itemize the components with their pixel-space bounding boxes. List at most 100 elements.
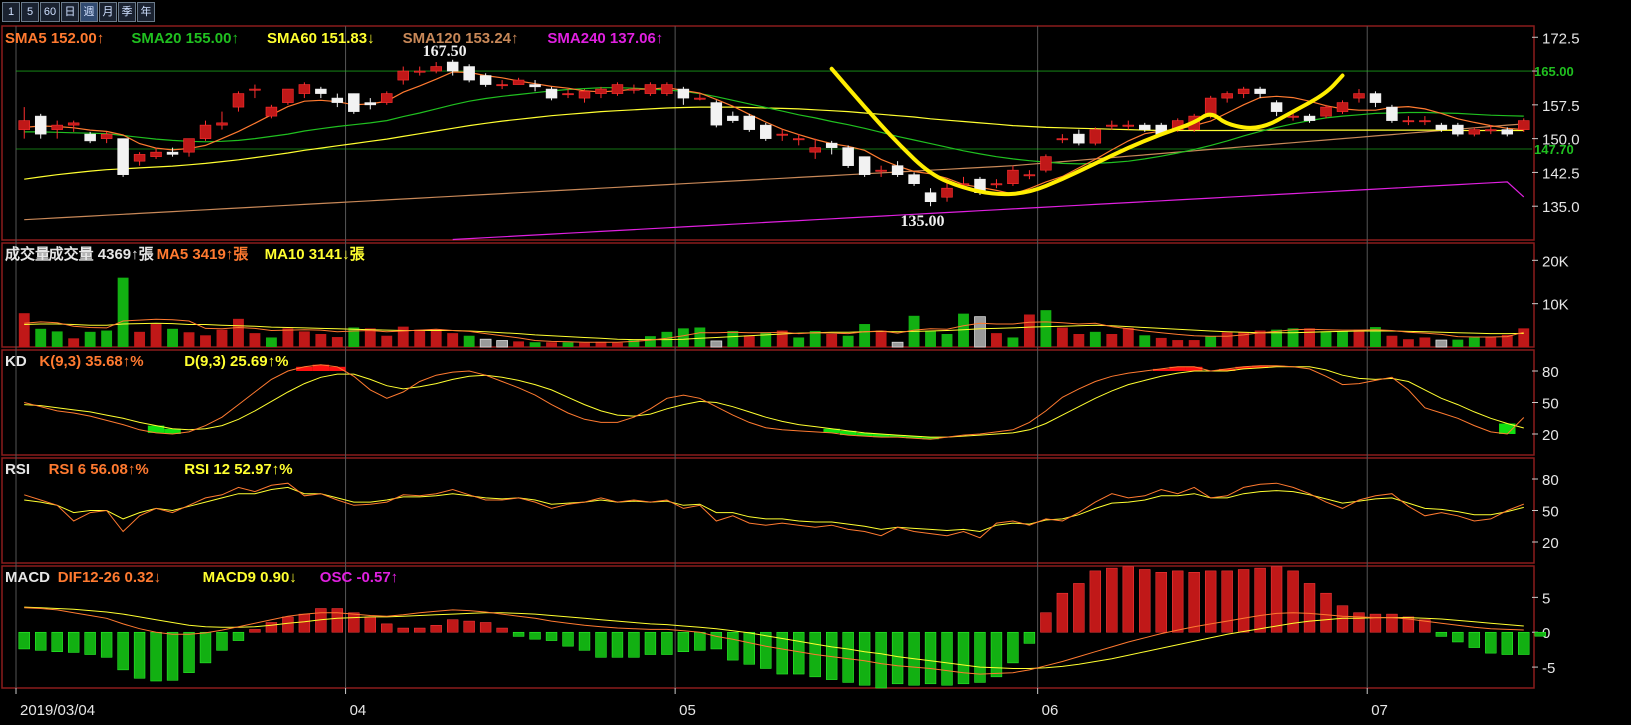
- volume-bar: [562, 342, 574, 347]
- volume-bar: [1221, 332, 1233, 347]
- candle: [446, 61, 459, 72]
- volume-ma10-line: [24, 322, 1524, 341]
- osc-bar: [760, 631, 772, 669]
- candle: [1089, 129, 1102, 144]
- osc-bar: [199, 631, 212, 664]
- candle: [529, 84, 541, 88]
- period-week-button[interactable]: 週: [80, 2, 98, 22]
- x-axis-label: 06: [1042, 702, 1059, 719]
- kd-oversold-fill: [872, 434, 890, 438]
- candle: [117, 138, 129, 175]
- rsi-axis-label: 80: [1542, 472, 1559, 489]
- volume-bar: [1238, 332, 1250, 347]
- volume-bar: [1155, 337, 1167, 347]
- period-1min-button[interactable]: 1: [2, 2, 20, 22]
- candle: [1303, 115, 1316, 121]
- candle: [578, 91, 591, 99]
- volume-bar: [644, 336, 656, 347]
- volume-bar: [1435, 339, 1448, 348]
- candle: [842, 147, 854, 166]
- osc-bar: [1106, 567, 1118, 633]
- volume-bar: [233, 318, 244, 347]
- volume-bar: [1518, 328, 1530, 347]
- period-season-button[interactable]: 季: [118, 2, 136, 22]
- volume-bar: [430, 329, 442, 347]
- osc-bar: [710, 631, 723, 650]
- volume-legend-item: 成交量: [5, 245, 50, 263]
- kd-axis-label: 20: [1542, 427, 1559, 444]
- volume-bar: [1419, 337, 1431, 347]
- candle: [1287, 115, 1299, 118]
- price-legend-item: SMA20 155.00↑: [131, 30, 239, 47]
- volume-bar: [842, 335, 854, 347]
- kd-overbought-fill: [1235, 366, 1252, 369]
- candle: [216, 122, 228, 126]
- kd-oversold-fill: [147, 425, 165, 433]
- kd-oversold-fill: [889, 435, 906, 438]
- volume-bar: [1468, 337, 1480, 347]
- osc-bar: [941, 631, 953, 686]
- candle: [282, 88, 294, 103]
- volume-bar: [1139, 335, 1151, 347]
- volume-bar: [974, 316, 986, 348]
- volume-bar: [776, 330, 788, 347]
- candle: [84, 133, 96, 142]
- candle: [1073, 133, 1085, 144]
- osc-bar: [562, 631, 574, 647]
- kd-overbought-fill: [1169, 366, 1186, 371]
- price-reference-label: 147.70: [1534, 142, 1574, 157]
- volume-bar: [381, 335, 393, 347]
- volume-bar: [546, 342, 557, 347]
- candle: [1419, 120, 1431, 123]
- osc-bar: [924, 631, 937, 685]
- volume-bar: [1089, 331, 1101, 347]
- candle: [644, 84, 657, 94]
- rsi-axis-label: 50: [1542, 504, 1559, 521]
- volume-bar: [167, 328, 178, 347]
- osc-bar: [1485, 631, 1497, 654]
- rsi12-line: [24, 486, 1524, 533]
- osc-bar: [1155, 572, 1167, 633]
- candle: [1468, 129, 1481, 135]
- volume-bar: [595, 341, 607, 347]
- candle: [1237, 88, 1250, 94]
- osc-bar: [1204, 570, 1217, 633]
- candle: [1023, 174, 1036, 177]
- osc-bar: [35, 631, 47, 651]
- volume-bar: [1452, 339, 1464, 347]
- osc-bar: [677, 631, 690, 652]
- osc-bar: [265, 622, 278, 633]
- kd-legend-item: KD: [5, 353, 27, 370]
- period-day-button[interactable]: 日: [61, 2, 79, 22]
- candle: [413, 70, 426, 73]
- volume-bar: [331, 337, 343, 347]
- period-month-button[interactable]: 月: [99, 2, 117, 22]
- osc-bar: [1270, 566, 1283, 633]
- volume-bar: [727, 330, 739, 347]
- d-line: [24, 366, 1524, 438]
- volume-bar: [216, 329, 228, 347]
- osc-bar: [628, 631, 640, 658]
- osc-bar: [1139, 569, 1151, 633]
- osc-bar: [1023, 631, 1036, 644]
- osc-bar: [694, 631, 706, 651]
- volume-bar: [84, 331, 96, 347]
- candle: [265, 106, 278, 117]
- volume-bar: [875, 330, 887, 347]
- volume-bar: [1402, 339, 1414, 347]
- osc-bar: [150, 631, 162, 682]
- price-legend-item: SMA120 153.24↑: [403, 30, 519, 47]
- volume-bar: [1370, 327, 1381, 347]
- candle: [661, 84, 673, 94]
- osc-bar: [381, 623, 393, 633]
- candle: [677, 88, 690, 99]
- volume-bar: [743, 335, 755, 347]
- candle: [430, 66, 442, 72]
- sma60-line: [24, 106, 1524, 180]
- macd-axis-label: -5: [1542, 660, 1555, 677]
- period-5min-button[interactable]: 5: [21, 2, 39, 22]
- volume-bar: [134, 331, 146, 347]
- period-60min-button[interactable]: 60: [40, 2, 60, 22]
- period-year-button[interactable]: 年: [137, 2, 155, 22]
